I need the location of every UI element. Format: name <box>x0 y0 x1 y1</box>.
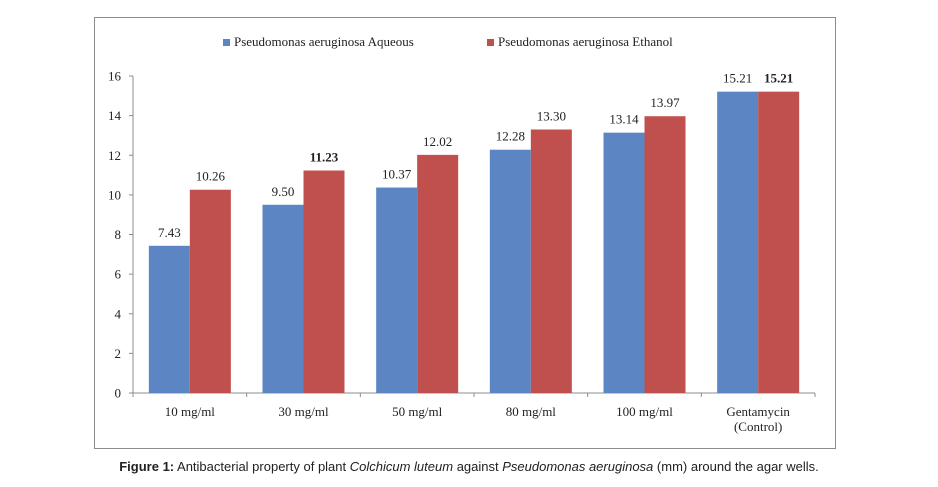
y-tick-label: 0 <box>115 386 122 401</box>
x-category-label: 80 mg/ml <box>506 404 557 419</box>
y-tick-label: 12 <box>108 148 121 163</box>
bar-ethanol <box>417 154 459 393</box>
chart-frame: 0 2 4 6 8 10 12 14 16 10 mg/ml 7.43 10.26 30 mg/ml 9.… <box>94 17 836 449</box>
y-tick-label: 10 <box>108 187 121 202</box>
caption-figure-label: Figure 1: <box>119 459 175 474</box>
bar-chart: 0 2 4 6 8 10 12 14 16 10 mg/ml 7.43 10.26 30 mg/ml 9.… <box>108 34 816 434</box>
caption-text-1: Antibacterial property of plant <box>174 459 350 474</box>
data-label: 11.23 <box>310 150 339 165</box>
x-category-label: Gentamycin <box>726 404 790 419</box>
bar-aqueous <box>148 245 190 393</box>
y-tick-label: 14 <box>108 108 122 123</box>
bar-aqueous <box>262 204 304 393</box>
x-category-label: 50 mg/ml <box>392 404 443 419</box>
y-tick-label: 4 <box>115 306 122 321</box>
x-category-label: 10 mg/ml <box>165 404 216 419</box>
y-tick-label: 2 <box>115 346 122 361</box>
x-category-label: 30 mg/ml <box>278 404 329 419</box>
data-label: 15.21 <box>723 71 752 86</box>
figure-caption: Figure 1: Antibacterial property of plan… <box>0 459 938 474</box>
x-category-label: (Control) <box>734 419 782 434</box>
y-tick-label: 16 <box>108 69 122 84</box>
legend-label: Pseudomonas aeruginosa Aqueous <box>234 34 414 49</box>
bar-ethanol <box>644 116 686 394</box>
x-category-label: 100 mg/ml <box>616 404 673 419</box>
legend-label: Pseudomonas aeruginosa Ethanol <box>498 34 673 49</box>
caption-organism-name: Pseudomonas aeruginosa <box>502 459 654 474</box>
data-label: 15.21 <box>764 71 793 86</box>
bar-aqueous <box>376 187 418 393</box>
bar-aqueous <box>489 149 531 393</box>
bar-ethanol <box>530 129 572 393</box>
bar-ethanol <box>303 170 345 393</box>
data-label: 12.02 <box>423 134 452 149</box>
legend-swatch <box>487 39 494 46</box>
bar-ethanol <box>189 189 231 393</box>
data-label: 10.37 <box>382 167 412 182</box>
caption-text-3: (mm) around the agar wells. <box>653 459 819 474</box>
data-label: 9.50 <box>272 184 295 199</box>
data-label: 7.43 <box>158 225 181 240</box>
data-label: 13.97 <box>650 95 680 110</box>
y-tick-label: 8 <box>115 227 122 242</box>
data-label: 13.30 <box>537 108 566 123</box>
data-label: 13.14 <box>609 112 639 127</box>
bar-aqueous <box>603 132 645 393</box>
y-tick-label: 6 <box>115 267 122 282</box>
bar-ethanol <box>758 91 800 393</box>
bar-aqueous <box>717 91 759 393</box>
caption-text-2: against <box>453 459 503 474</box>
data-label: 12.28 <box>496 129 525 144</box>
legend-swatch <box>223 39 230 46</box>
data-label: 10.26 <box>196 169 226 184</box>
caption-plant-name: Colchicum luteum <box>349 459 454 474</box>
